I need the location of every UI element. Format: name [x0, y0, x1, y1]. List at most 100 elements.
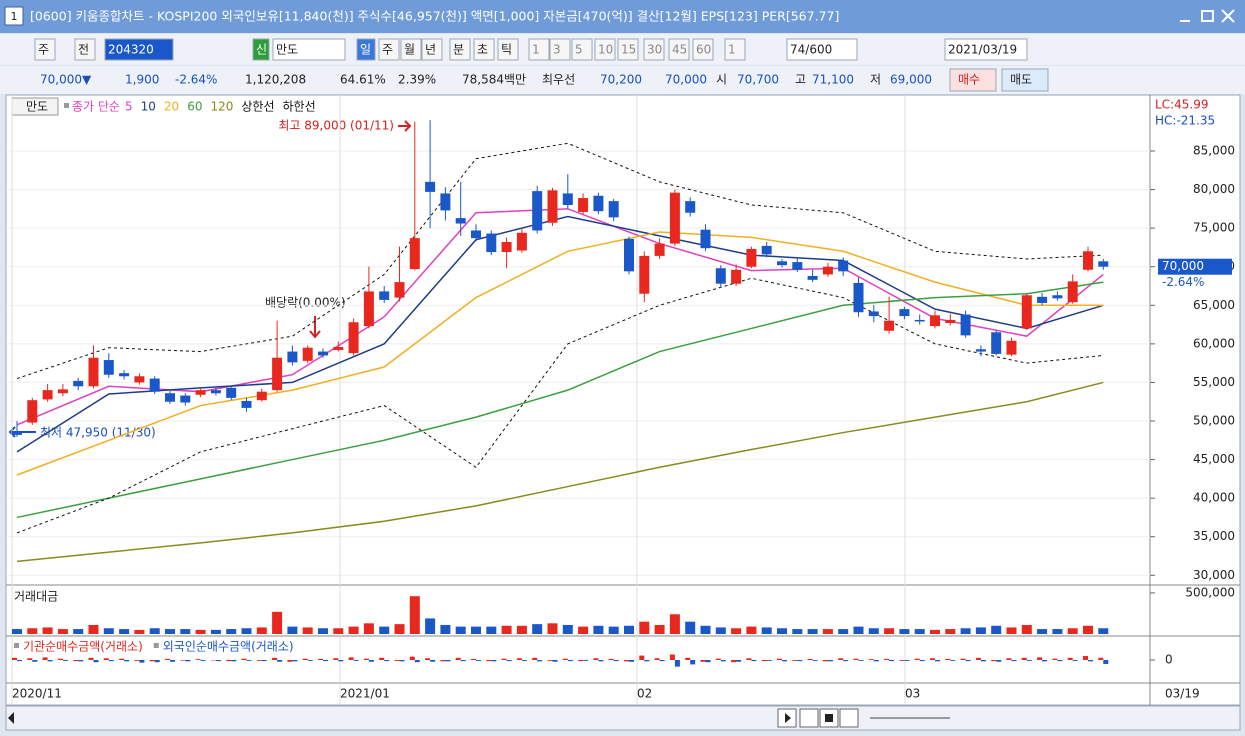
- candle-body: [731, 269, 742, 284]
- toolbar-label[interactable]: 30: [647, 43, 662, 57]
- quote-value: 1,900: [125, 73, 159, 87]
- toolbar-button[interactable]: [252, 38, 270, 61]
- toolbar-button[interactable]: [378, 38, 400, 61]
- net-buy-bar: [797, 660, 803, 662]
- toolbar-label[interactable]: 15: [621, 43, 636, 57]
- toolbar-button[interactable]: [549, 38, 571, 61]
- net-buy-bar: [583, 660, 589, 661]
- toolbar-button[interactable]: [356, 38, 376, 61]
- volume-bar: [486, 626, 497, 634]
- toolbar-label[interactable]: 초: [477, 43, 488, 57]
- net-buy-bar: [47, 660, 53, 662]
- toolbar-label[interactable]: 틱: [501, 43, 512, 57]
- toolbar-label[interactable]: 204320: [108, 43, 154, 57]
- legend-entry[interactable]: 60: [187, 100, 202, 114]
- candle-body: [639, 255, 650, 294]
- y-tick-label: 45,000: [1193, 452, 1235, 466]
- restore[interactable]: [1201, 10, 1214, 22]
- y-tick-label: 30,000: [1193, 568, 1235, 582]
- title-buttons[interactable]: [1180, 9, 1235, 23]
- toolbar-button[interactable]: [944, 38, 1028, 61]
- net-buy-bar: [1057, 660, 1063, 662]
- toolbar-button[interactable]: [34, 38, 56, 61]
- toolbar-label[interactable]: 만도: [276, 43, 298, 57]
- legend-entry[interactable]: 기관순매수금액(거래소): [23, 640, 143, 654]
- toolbar-label[interactable]: 60: [696, 43, 711, 57]
- order-label[interactable]: 매수: [958, 73, 980, 87]
- toolbar-button[interactable]: [497, 38, 519, 61]
- scrollbar[interactable]: [5, 705, 1241, 731]
- net-buy-bar: [873, 660, 879, 662]
- toolbar-label[interactable]: 월: [404, 43, 415, 57]
- toolbar-button[interactable]: [692, 38, 714, 61]
- toolbar-button[interactable]: [668, 38, 690, 61]
- legend-entry[interactable]: 5: [125, 100, 133, 114]
- y-tick-label: 0: [1165, 653, 1173, 667]
- toolbar-button[interactable]: [571, 38, 593, 61]
- toolbar-label[interactable]: 2021/03/19: [948, 43, 1017, 57]
- toolbar-label[interactable]: 주: [38, 43, 49, 57]
- candle-body: [226, 387, 237, 398]
- net-buy-bar: [593, 658, 599, 660]
- toolbar-button[interactable]: [643, 38, 665, 61]
- net-buy-bar: [715, 658, 721, 660]
- quote-value: 70,200: [600, 73, 642, 87]
- net-buy-bar: [226, 660, 232, 662]
- toolbar-label[interactable]: 년: [425, 43, 436, 57]
- toolbar-label[interactable]: 분: [453, 43, 464, 57]
- order-label[interactable]: 매도: [1010, 73, 1032, 87]
- legend-entry[interactable]: 20: [164, 100, 179, 114]
- close[interactable]: [1221, 9, 1235, 23]
- volume-bar: [822, 629, 833, 634]
- toolbar-label[interactable]: 신: [256, 43, 267, 57]
- toolbar-label[interactable]: 74/600: [790, 43, 832, 57]
- toolbar-label[interactable]: 45: [672, 43, 687, 57]
- volume-bar: [1098, 628, 1109, 634]
- toolbar-button[interactable]: [528, 38, 550, 61]
- scroll-left[interactable]: [8, 712, 14, 724]
- net-buy-bar: [562, 658, 568, 660]
- toolbar-label[interactable]: 주: [382, 43, 393, 57]
- toolbar-label[interactable]: 전: [78, 43, 89, 57]
- legend-entry[interactable]: 120: [210, 100, 233, 114]
- nav-rewind[interactable]: [799, 708, 819, 728]
- toolbar-button[interactable]: [617, 38, 639, 61]
- toolbar-button[interactable]: [272, 38, 346, 61]
- volume-bar: [440, 624, 451, 634]
- candle-body: [746, 248, 757, 267]
- net-buy-bar: [654, 658, 660, 660]
- toolbar-label[interactable]: 3: [553, 43, 561, 57]
- toolbar-button[interactable]: [421, 38, 443, 61]
- navigation[interactable]: [777, 708, 950, 728]
- toolbar-button[interactable]: [400, 38, 422, 61]
- toolbar-label[interactable]: 5: [575, 43, 583, 57]
- candle-body: [884, 320, 895, 331]
- toolbar-button[interactable]: [473, 38, 495, 61]
- legend-entry[interactable]: 상한선: [241, 100, 274, 114]
- quote-value: 1,120,208: [245, 73, 306, 87]
- net-buy-bar: [363, 658, 369, 660]
- legend-entry[interactable]: 하한선: [283, 100, 316, 114]
- toolbar-label[interactable]: 1: [728, 43, 736, 57]
- net-buy-bar: [537, 660, 543, 662]
- legend-entry[interactable]: 외국인순매수금액(거래소): [163, 640, 294, 654]
- toolbar-button[interactable]: [724, 38, 746, 61]
- toolbar-button[interactable]: [449, 38, 471, 61]
- candle-body: [1006, 340, 1017, 355]
- lc-label: LC:45.99: [1155, 98, 1208, 112]
- quote-value: 저: [870, 73, 881, 87]
- order-button[interactable]: [1001, 68, 1049, 92]
- legend-entry[interactable]: 10: [141, 100, 156, 114]
- toolbar-button[interactable]: [74, 38, 96, 61]
- minimize[interactable]: [1180, 20, 1190, 22]
- toolbar-button[interactable]: [594, 38, 616, 61]
- toolbar-button[interactable]: [104, 38, 174, 61]
- volume-title: 거래대금: [14, 590, 58, 604]
- order-button[interactable]: [949, 68, 997, 92]
- toolbar-label[interactable]: 10: [598, 43, 613, 57]
- toolbar-label[interactable]: 일: [360, 43, 371, 57]
- toolbar-label[interactable]: 1: [532, 43, 540, 57]
- toolbar-button[interactable]: [786, 38, 858, 61]
- nav-forward[interactable]: [839, 708, 859, 728]
- candle-body: [195, 390, 206, 395]
